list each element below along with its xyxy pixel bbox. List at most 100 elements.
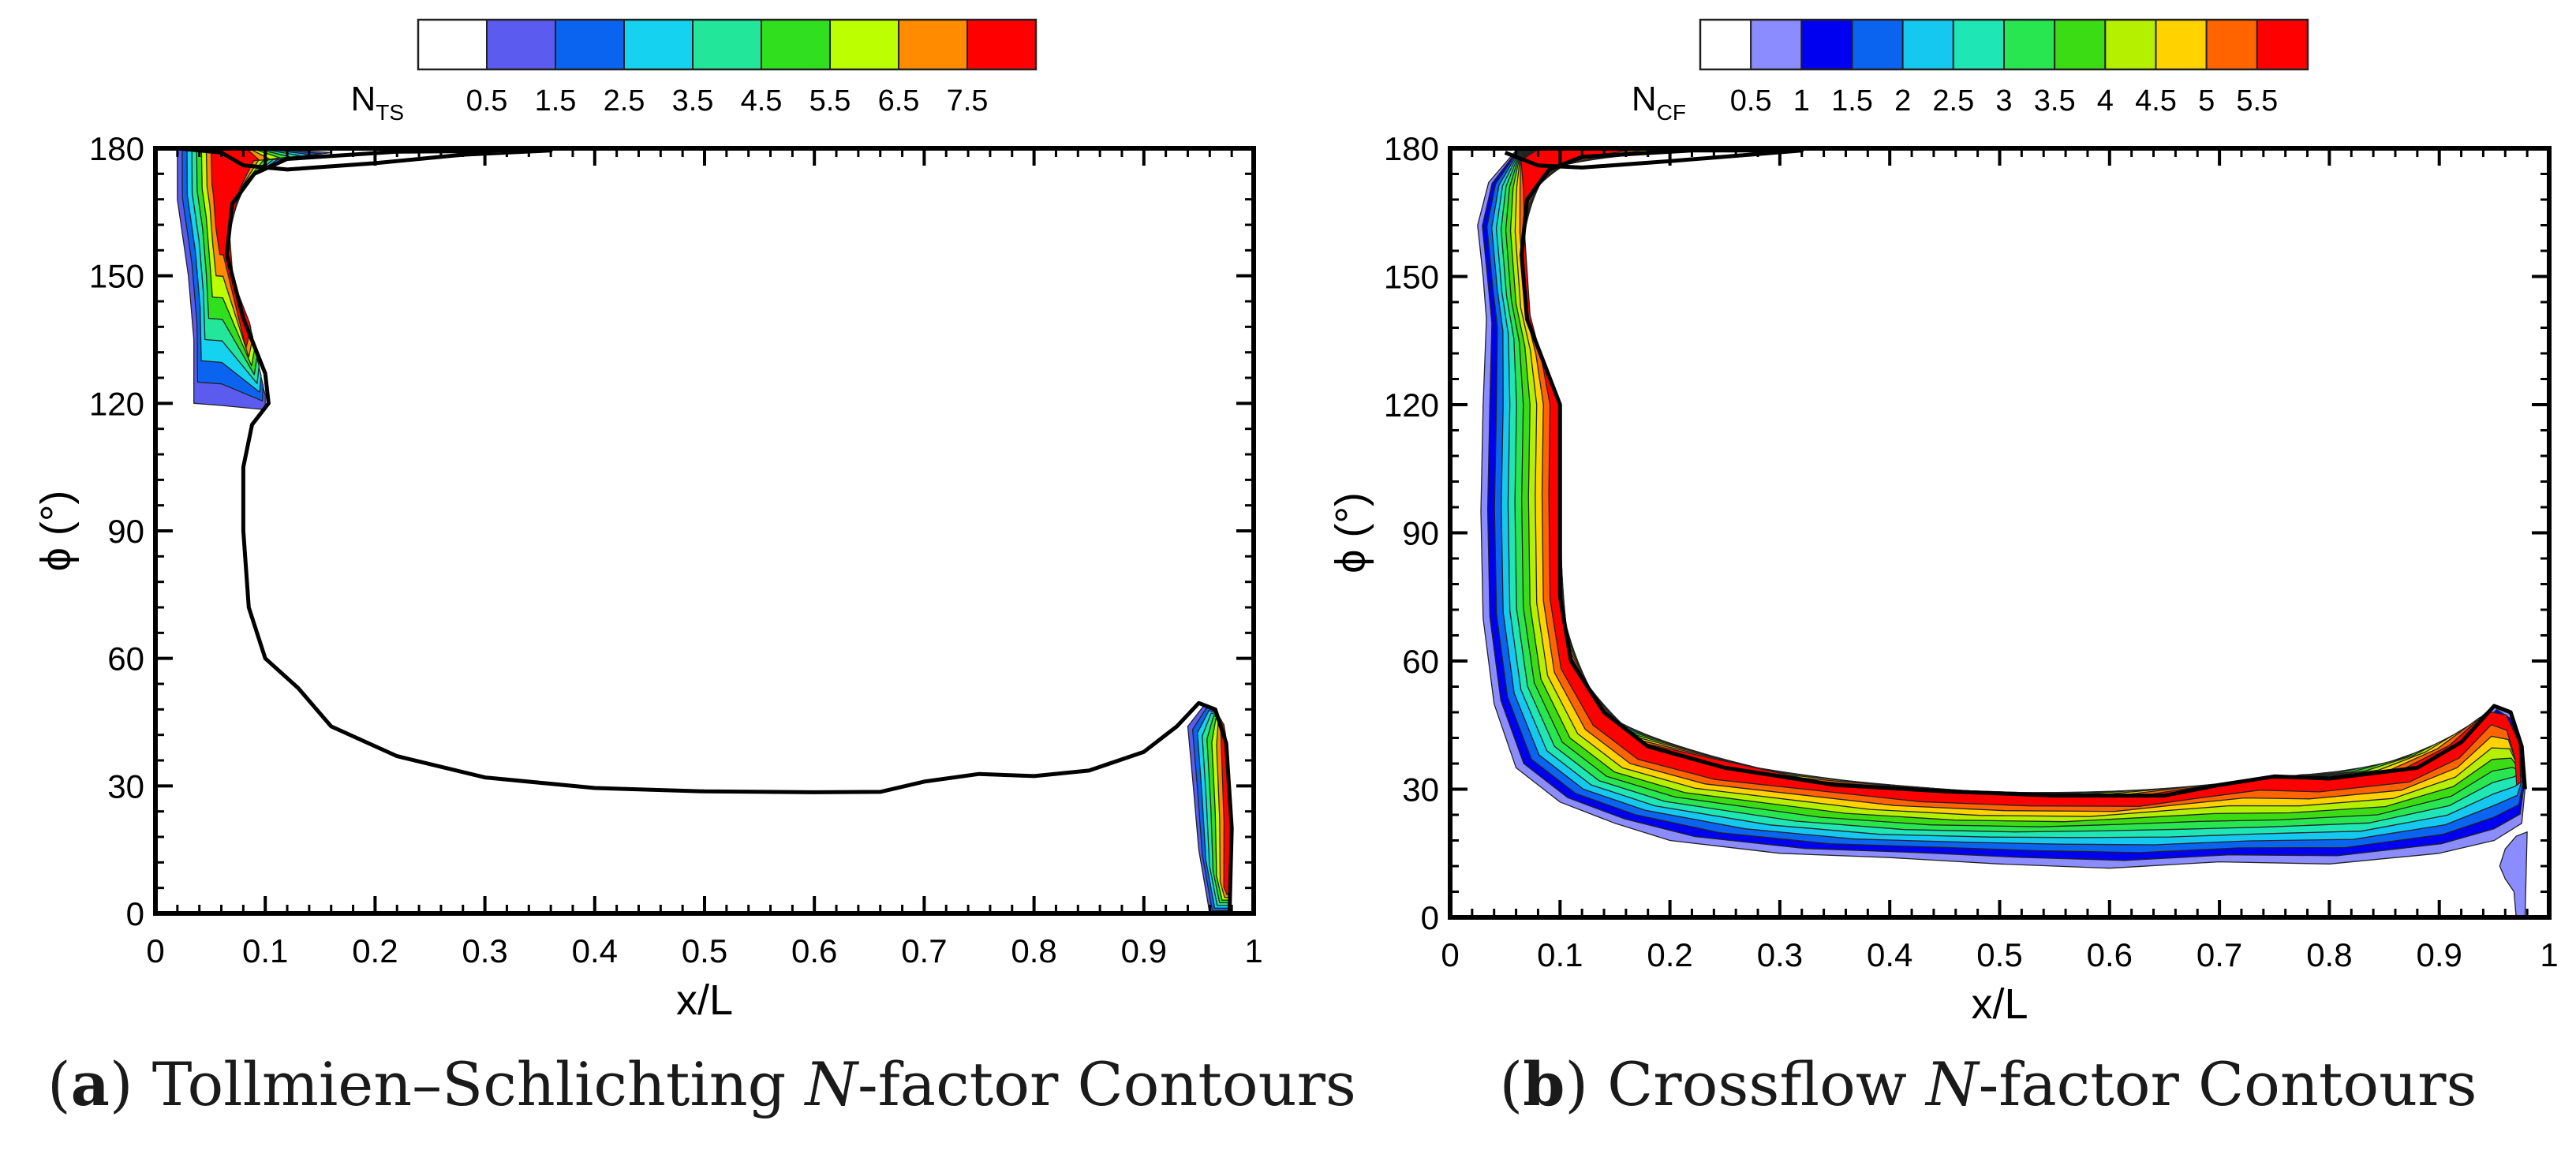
- x-tick-label: 0.7: [901, 932, 947, 969]
- colorbar-level-label: 6.5: [878, 84, 920, 118]
- colorbar-swatch: [1750, 19, 1803, 70]
- colorbar-swatch: [1901, 19, 1954, 70]
- x-tick-label: 1: [1244, 932, 1262, 969]
- colorbar-level-label: 1.5: [1831, 84, 1873, 118]
- colorbar-variable: NCF: [1632, 80, 1686, 125]
- crossflow-band-band-11: [1520, 148, 2522, 807]
- x-tick-label: 1: [2540, 936, 2558, 973]
- colorbar-frame: [1699, 18, 2309, 71]
- x-tick-label: 0.9: [1121, 932, 1167, 969]
- colorbar-swatch: [555, 19, 625, 70]
- colorbar-level-label: 0.5: [1730, 84, 1772, 118]
- colorbar-level-label: 4.5: [2135, 84, 2177, 118]
- colorbar-variable: NTS: [350, 80, 404, 125]
- caption-b: (b) Crossflow N-factor Contours: [1499, 1049, 2477, 1119]
- y-tick-label: 180: [89, 130, 144, 167]
- y-tick-label: 30: [1402, 771, 1439, 809]
- trailing-edge-spot-band-1: [2499, 831, 2528, 917]
- colorbar-swatch: [2155, 19, 2208, 70]
- y-tick-label: 120: [89, 385, 144, 422]
- caption-a-suffix: -factor Contours: [858, 1049, 1356, 1119]
- plot-area: [1477, 148, 2528, 917]
- crossflow-band-band-7: [1505, 148, 2520, 827]
- crossflow-band-band-9: [1514, 148, 2520, 817]
- y-tick-label: 90: [107, 513, 144, 550]
- y-tick-label: 120: [1384, 387, 1439, 424]
- plot-area: [177, 148, 1234, 913]
- crossflow-band-band-6: [1500, 148, 2521, 833]
- caption-a-label: a: [70, 1049, 110, 1119]
- caption-a-main: Tollmien–Schlichting: [151, 1049, 787, 1119]
- colorbar-swatch: [1851, 19, 1904, 70]
- x-tick-label: 0.3: [1757, 936, 1803, 973]
- colorbar-level-label: 3.5: [2034, 84, 2076, 118]
- colorbar-variable-main: N: [1632, 80, 1657, 118]
- colorbar-variable-sub: TS: [376, 100, 404, 125]
- colorbar-swatch: [2054, 19, 2107, 70]
- x-tick-label: 0.8: [2306, 936, 2352, 973]
- y-axis-label: ϕ (°): [32, 491, 80, 572]
- colorbar-level-label: 4: [2097, 84, 2114, 118]
- colorbar-swatch: [761, 19, 831, 70]
- plot-frame: [153, 146, 1256, 916]
- caption-a-italic: N: [805, 1049, 858, 1119]
- crossflow-band-band-10: [1519, 148, 2521, 812]
- colorbar-swatch: [417, 19, 488, 70]
- caption-b-italic: N: [1926, 1049, 1979, 1119]
- neutral-curve: [177, 148, 1234, 913]
- colorbar-level-label: 7.5: [947, 84, 989, 118]
- colorbar-level-label: 3.5: [672, 84, 714, 118]
- y-tick-label: 90: [1402, 515, 1439, 552]
- x-tick-label: 0.5: [1976, 936, 2022, 973]
- x-tick-label: 0.7: [2197, 936, 2242, 973]
- caption-b-suffix: -factor Contours: [1978, 1049, 2477, 1119]
- x-tick-label: 0.6: [2087, 936, 2133, 973]
- panel-a: 0 0.1 0.2 0.3 0.4 0.5 0.6 0.7 0.8 0.9 1 0 30 60 90 120 1…: [32, 18, 1263, 1024]
- caption-a: (a) Tollmien–Schlichting N-factor Contou…: [47, 1049, 1356, 1119]
- colorbar-level-label: 2.5: [1932, 84, 1974, 118]
- x-tick-label: 0.9: [2417, 936, 2462, 973]
- colorbar-level-label: 2.5: [604, 84, 645, 118]
- colorbar-swatch: [2205, 19, 2258, 70]
- colorbar-level-label: 4.5: [741, 84, 783, 118]
- y-tick-label: 30: [107, 767, 144, 805]
- y-tick-label: 150: [89, 258, 144, 295]
- crossflow-band-band-5: [1495, 148, 2522, 838]
- x-tick-label: 0.8: [1011, 932, 1056, 969]
- x-tick-label: 0.3: [462, 932, 507, 969]
- colorbar-level-label: 0.5: [466, 84, 508, 118]
- colorbar-swatch: [623, 19, 694, 70]
- colorbar-level-label: 1: [1793, 84, 1810, 118]
- x-tick-label: 0: [1441, 936, 1459, 973]
- x-tick-label: 0.6: [791, 932, 837, 969]
- colorbar-swatch: [2003, 19, 2056, 70]
- y-tick-label: 60: [107, 640, 144, 678]
- crossflow-band-band-8: [1509, 148, 2519, 823]
- colorbar-level-label: 5.5: [809, 84, 851, 118]
- colorbar-level-label: 5.5: [2236, 84, 2278, 118]
- y-tick-label: 0: [126, 895, 144, 932]
- colorbar-swatch: [692, 19, 762, 70]
- x-tick-label: 0.2: [1647, 936, 1692, 973]
- x-tick-label: 0.2: [352, 932, 398, 969]
- colorbar-variable-sub: CF: [1657, 100, 1686, 125]
- colorbar-swatch: [2256, 19, 2309, 70]
- x-axis-label: x/L: [1971, 980, 2028, 1028]
- caption-b-label: b: [1523, 1049, 1565, 1119]
- colorbar-swatch: [898, 19, 968, 70]
- x-tick-label: 0.1: [1537, 936, 1583, 973]
- colorbar-swatch: [1952, 19, 2005, 70]
- x-tick-label: 0.5: [682, 932, 727, 969]
- colorbar-swatch: [829, 19, 899, 70]
- x-tick-label: 0: [146, 932, 164, 969]
- colorbar-swatch: [1800, 19, 1853, 70]
- colorbar-swatch: [1699, 19, 1752, 70]
- x-tick-label: 0.1: [242, 932, 288, 969]
- panel-b: 0 0.1 0.2 0.3 0.4 0.5 0.6 0.7 0.8 0.9 1 0 30 60 90 120 1…: [1327, 18, 2559, 1028]
- x-tick-label: 0.4: [572, 932, 618, 969]
- y-tick-label: 180: [1384, 130, 1439, 167]
- y-tick-label: 60: [1402, 643, 1439, 680]
- caption-b-main: Crossflow: [1607, 1049, 1907, 1119]
- x-axis-label: x/L: [676, 977, 733, 1024]
